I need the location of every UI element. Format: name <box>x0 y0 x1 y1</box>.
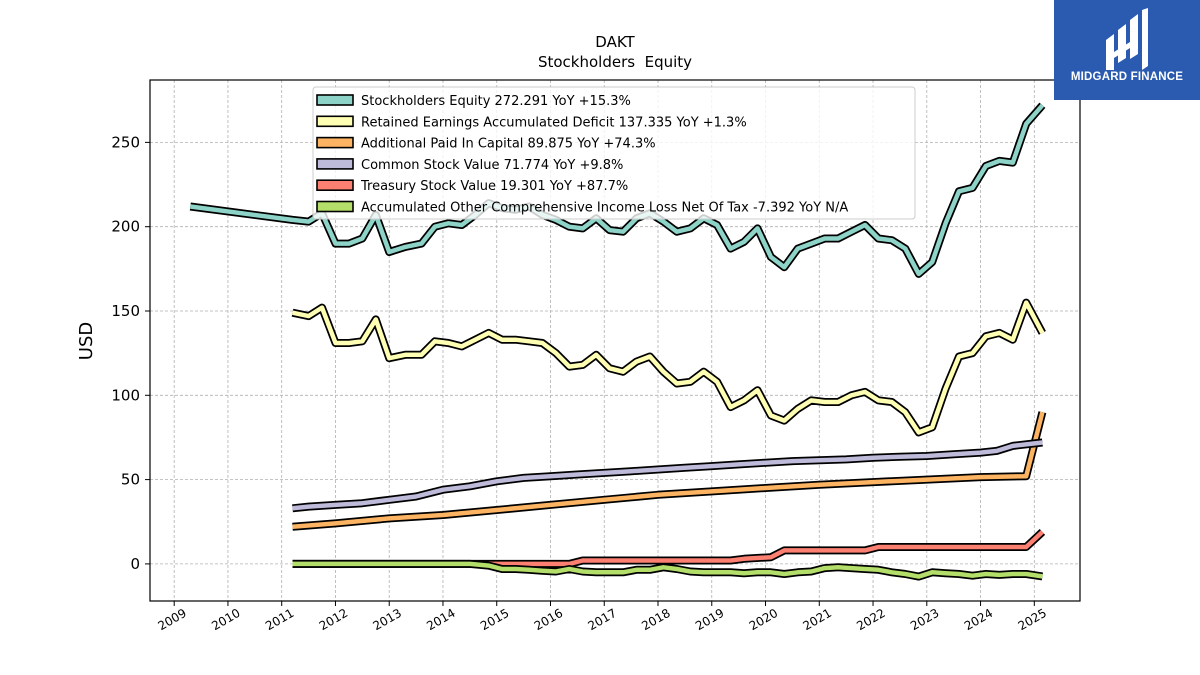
series-line-1 <box>292 300 1045 435</box>
x-tick-label: 2012 <box>317 606 350 633</box>
series-outline-1 <box>291 298 1046 437</box>
logo-background <box>1054 0 1200 100</box>
legend-swatch <box>316 115 354 128</box>
x-tick-label: 2011 <box>263 606 296 633</box>
x-tick-label: 2013 <box>370 606 403 633</box>
legend-label: Stockholders Equity 272.291 YoY +15.3% <box>361 94 631 109</box>
y-tick-label: 50 <box>121 471 140 489</box>
legend-label: Additional Paid In Capital 89.875 YoY +7… <box>361 137 656 152</box>
x-tick-label: 2020 <box>747 606 780 633</box>
y-tick-label: 0 <box>130 555 140 573</box>
series-line-2 <box>292 411 1045 530</box>
legend-label: Retained Earnings Accumulated Deficit 13… <box>361 115 747 130</box>
legend-box <box>312 86 916 220</box>
x-tick-label: 2022 <box>854 606 887 633</box>
x-tick-label: 2015 <box>478 606 511 633</box>
x-tick-label: 2017 <box>586 606 619 633</box>
chart-subtitle: Stockholders Equity <box>538 53 692 71</box>
x-tick-label: 2014 <box>424 606 457 633</box>
series-layer <box>189 102 1047 581</box>
legend-swatch <box>316 158 354 170</box>
midgard-finance-logo: MIDGARD FINANCE <box>1054 0 1200 100</box>
logo-mark-icon <box>1106 8 1148 70</box>
x-tick-label: 2018 <box>639 606 672 633</box>
chart-title: DAKT <box>595 33 635 51</box>
series-line-0 <box>190 103 1045 277</box>
x-tick-label: 2016 <box>532 606 565 633</box>
x-tick-label: 2019 <box>693 606 726 633</box>
legend-label: Accumulated Other Comprehensive Income L… <box>361 201 848 216</box>
legend-label: Treasury Stock Value 19.301 YoY +87.7% <box>360 179 628 194</box>
y-tick-label: 200 <box>111 218 140 236</box>
x-tick-label: 2009 <box>155 606 188 633</box>
legend-swatch <box>316 136 354 149</box>
x-tick-label: 2010 <box>209 606 242 633</box>
x-tick-label: 2021 <box>801 606 834 633</box>
series-line-3 <box>292 440 1043 511</box>
plot-frame <box>149 79 1081 602</box>
y-axis-label: USD <box>76 322 97 360</box>
y-tick-label: 100 <box>111 386 140 404</box>
legend: Stockholders Equity 272.291 YoY +15.3% Re… <box>312 86 916 220</box>
x-tick-label: 2025 <box>1016 606 1049 633</box>
legend-swatch <box>316 200 354 213</box>
y-tick-label: 250 <box>111 133 140 151</box>
legend-label: Common Stock Value 71.774 YoY +9.8% <box>361 158 623 173</box>
legend-swatch <box>316 179 354 191</box>
legend-swatch <box>316 94 354 106</box>
x-tick-label: 2023 <box>908 606 941 633</box>
series-line-5 <box>292 561 1043 579</box>
x-tick-label: 2024 <box>962 606 995 633</box>
logo-text: MIDGARD FINANCE <box>1070 71 1184 83</box>
series-line-4 <box>292 530 1044 567</box>
y-tick-label: 150 <box>111 302 140 320</box>
